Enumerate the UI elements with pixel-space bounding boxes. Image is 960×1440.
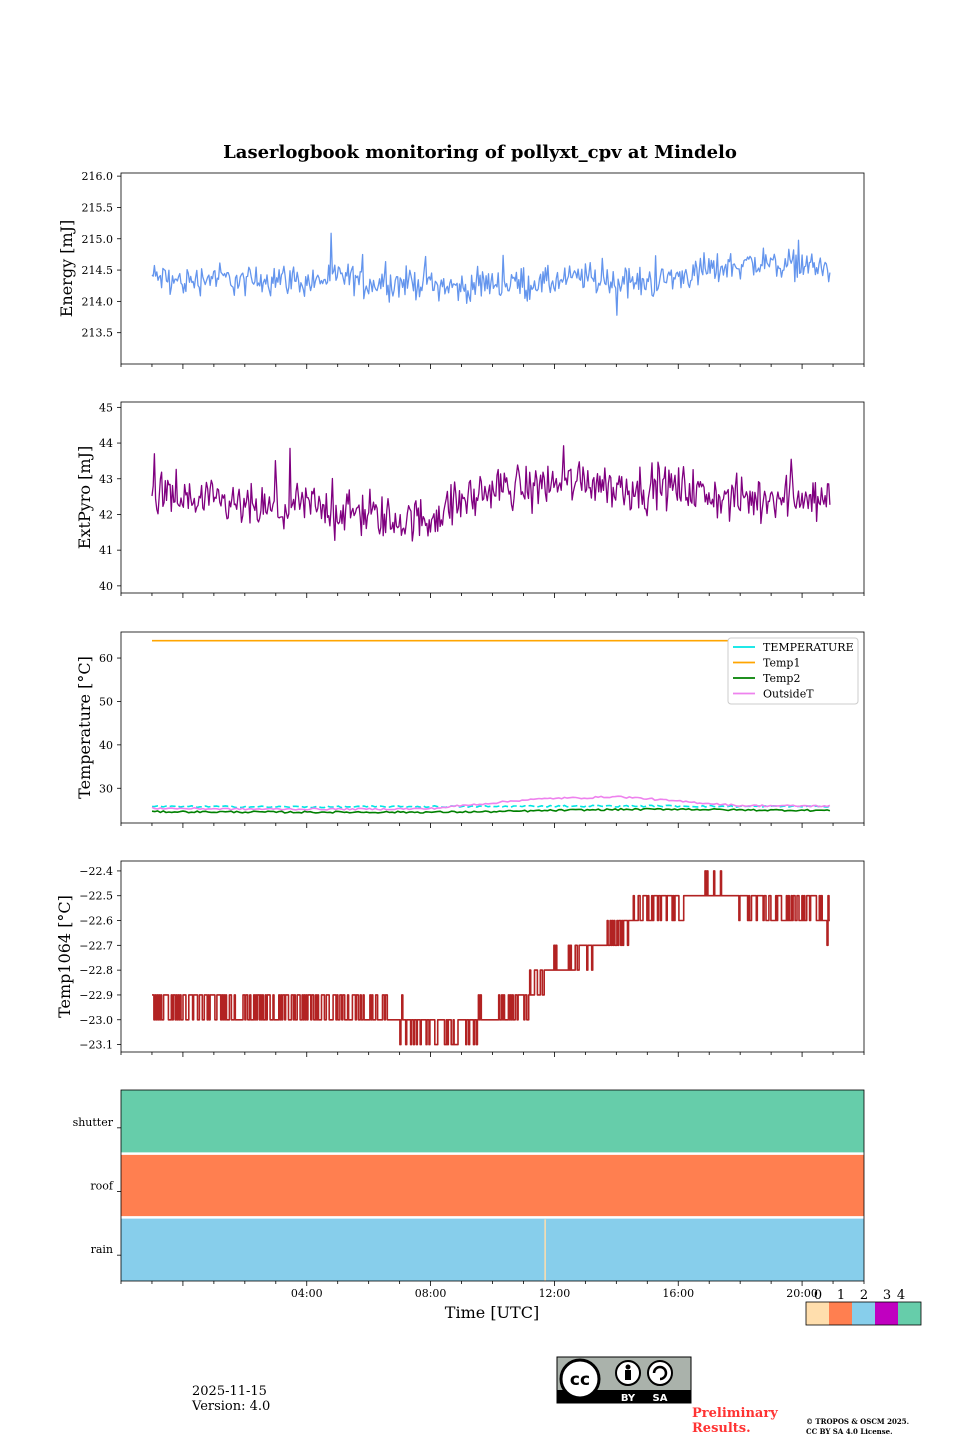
status-row-label: rain	[91, 1243, 113, 1256]
colorbar-label: 0	[814, 1288, 822, 1303]
y-tick-label: 44	[99, 437, 113, 450]
y-tick-label: 30	[99, 782, 113, 795]
legend-label: Temp2	[763, 672, 800, 685]
colorbar-label: 3	[883, 1288, 891, 1303]
panel-frame	[120, 860, 865, 1053]
colorbar-cell	[852, 1302, 875, 1325]
panel-energy: 213.5 214.0 214.5 215.0 215.5 216.0 Energy [mJ…	[57, 170, 865, 369]
y-tick-label: 215.0	[82, 233, 114, 246]
y-tick-label: −23.0	[79, 1014, 113, 1027]
y-tick-label: 40	[99, 580, 113, 593]
x-axis-label: Time [UTC]	[445, 1303, 539, 1322]
y-tick-label: 60	[99, 652, 113, 665]
report-date: 2025-11-15	[192, 1384, 267, 1399]
y-axis-label: ExtPyro [mJ]	[75, 446, 94, 549]
report-version: Version: 4.0	[192, 1399, 271, 1414]
chart-title: Laserlogbook monitoring of pollyxt_cpv a…	[223, 142, 737, 163]
y-tick-label: −22.7	[79, 939, 113, 952]
y-tick-label: 213.5	[82, 327, 114, 340]
y-tick-label: 50	[99, 695, 113, 708]
preliminary-notice: Preliminary Results.	[692, 1406, 778, 1436]
legend-label: Temp1	[763, 657, 800, 670]
series-line-extpyro	[151, 445, 831, 542]
badge-sa-label: SA	[653, 1393, 668, 1404]
status-row-roof	[121, 1153, 864, 1218]
plot-area: 213.5 214.0 214.5 215.0 215.5 216.0 Energy [mJ…	[55, 170, 865, 1300]
date-version-block: 2025-11-15 Version: 4.0	[192, 1384, 270, 1414]
cc-logo-text: cc	[570, 1370, 590, 1390]
y-tick-label: 214.0	[82, 295, 114, 308]
preliminary-line-1: Preliminary	[692, 1406, 778, 1421]
status-row-rain	[121, 1217, 864, 1281]
colorbar-label: 2	[860, 1288, 868, 1303]
y-tick-label: 215.5	[82, 201, 114, 214]
colorbar-cell	[806, 1302, 829, 1325]
series-line-outsidet	[151, 795, 831, 811]
panel-temp1064: −23.1 −23.0 −22.9 −22.8 −22.7 −22.6 −22.5 −22.4…	[55, 860, 865, 1057]
y-tick-label: 43	[99, 473, 113, 486]
y-tick-label: 216.0	[82, 170, 114, 183]
y-axis-label: Energy [mJ]	[57, 220, 76, 318]
colorbar-cell	[829, 1302, 852, 1325]
y-tick-label: −22.8	[79, 964, 113, 977]
status-row-shutter	[121, 1090, 864, 1154]
share-alike-icon	[647, 1360, 673, 1386]
legend-label: OutsideT	[763, 688, 814, 701]
y-tick-label: −22.4	[79, 865, 113, 878]
colorbar-label: 1	[837, 1288, 845, 1303]
y-tick-label: 45	[99, 401, 113, 414]
copyright-line-1: © TROPOS & OSCM 2025.	[806, 1417, 910, 1426]
y-axis-label: Temperature [°C]	[75, 656, 94, 799]
status-row-label: shutter	[73, 1116, 114, 1129]
series-line-temp2	[151, 807, 831, 814]
series-line-temp1064	[152, 870, 830, 1046]
y-tick-label: 41	[99, 544, 113, 557]
legend-frame	[727, 637, 859, 705]
x-tick-label: 12:00	[539, 1287, 571, 1300]
badge-by-label: BY	[621, 1393, 636, 1404]
legend: TEMPERATURE Temp1 Temp2 OutsideT	[727, 637, 859, 705]
panel-status: shutter roof rain 04:00 08:00 12:00 16:00 20:00	[73, 1089, 865, 1300]
cc-logo-icon	[559, 1358, 601, 1400]
legend-label: TEMPERATURE	[763, 641, 854, 654]
panel-extpyro: 40 41 42 43 44 45 ExtPyro [mJ]	[75, 401, 865, 598]
preliminary-line-2: Results.	[692, 1421, 751, 1436]
status-row-label: roof	[90, 1180, 114, 1193]
series-line-energy	[151, 232, 831, 316]
y-tick-label: 40	[99, 739, 113, 752]
colorbar-cell	[898, 1302, 921, 1325]
y-tick-label: 214.5	[82, 264, 114, 277]
colorbar-label: 4	[897, 1288, 905, 1303]
x-tick-label: 16:00	[662, 1287, 694, 1300]
colorbar-cell	[875, 1302, 898, 1325]
x-tick-label: 04:00	[291, 1287, 323, 1300]
y-tick-label: −22.6	[79, 915, 113, 928]
copyright-notice: © TROPOS & OSCM 2025. CC BY SA 4.0 Licen…	[806, 1417, 909, 1437]
y-tick-label: 42	[99, 508, 113, 521]
panel-temperature: 30 40 50 60 Temperature [°C] TEMPERATURE Temp1…	[75, 631, 865, 828]
y-tick-label: −23.1	[79, 1039, 113, 1052]
y-tick-label: −22.5	[79, 890, 113, 903]
copyright-line-2: CC BY SA 4.0 License.	[806, 1427, 893, 1436]
cc-by-sa-badge: cc BY SA	[556, 1356, 692, 1404]
colorbar-frame	[805, 1301, 922, 1326]
y-tick-label: −22.9	[79, 989, 113, 1002]
x-tick-label: 20:00	[786, 1287, 818, 1300]
y-axis-label: Temp1064 [°C]	[55, 895, 74, 1018]
x-tick-label: 08:00	[415, 1287, 447, 1300]
